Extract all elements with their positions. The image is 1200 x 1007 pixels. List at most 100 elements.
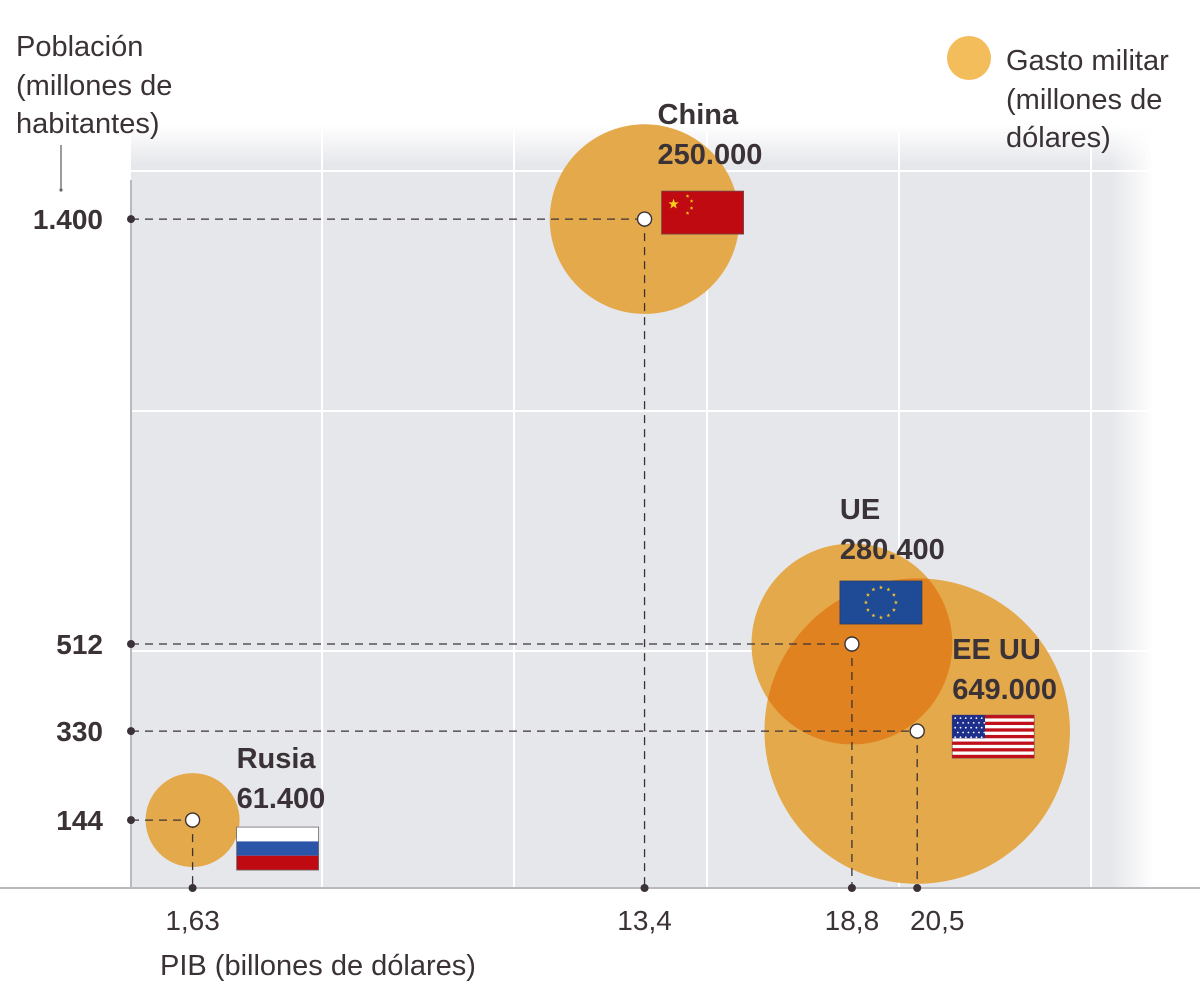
flag-star — [878, 585, 884, 590]
country-labels: China 250.000 UE 280.400 EE UU 649.000 Rusia 61… — [237, 99, 1057, 815]
y-tick-label: 144 — [56, 805, 103, 836]
flag-star — [865, 607, 871, 612]
china-flag-icon — [661, 190, 744, 235]
flag-stripe — [952, 741, 1035, 745]
x-axis-title: PIB (billones de dólares) — [160, 950, 476, 982]
flag-star — [668, 198, 679, 209]
size-legend-line: Gasto militar — [1006, 45, 1169, 77]
flag-star — [983, 721, 986, 724]
flag-stripe — [952, 754, 1035, 759]
flag-star — [956, 721, 959, 724]
flag-star — [954, 717, 957, 719]
y-tick-label: 512 — [56, 629, 103, 660]
flag-star — [891, 607, 896, 612]
flag-star — [980, 717, 983, 719]
flag-stripe — [952, 728, 1035, 732]
x-tick-label: 13,4 — [617, 905, 672, 936]
y-tick-label: 330 — [56, 716, 103, 747]
flag-star — [863, 600, 869, 605]
flag-star — [689, 206, 694, 210]
usa-flag-icon — [951, 714, 1035, 759]
flag-star — [954, 726, 957, 729]
flag-star — [893, 600, 899, 605]
flag-star — [964, 726, 967, 729]
military-spending-label: 250.000 — [658, 139, 763, 171]
flag-field — [661, 190, 744, 235]
country-name-label: Rusia — [237, 743, 317, 775]
y-axis-title-line: (millones de — [16, 70, 172, 102]
flag-star — [980, 726, 983, 729]
y-axis-dot-ee-uu — [127, 727, 135, 736]
flag-star — [956, 731, 959, 734]
military-spending-label: 280.400 — [840, 534, 945, 566]
flag-border — [236, 826, 319, 871]
flag-star — [871, 587, 876, 592]
flag-star — [972, 721, 975, 724]
flag-star — [865, 592, 871, 597]
flag-star — [975, 717, 978, 719]
point-marker-rusia — [184, 812, 201, 828]
point-marker-ee-uu — [909, 723, 925, 739]
flag-stripe-white — [236, 827, 319, 842]
flag-stripe — [952, 715, 1035, 719]
y-axis-dot-rusia — [127, 816, 135, 825]
y-axis-dot-ue — [127, 640, 135, 649]
size-legend-line: dólares) — [1006, 122, 1111, 154]
flag-star — [975, 736, 978, 739]
flag-star — [685, 194, 690, 198]
y-tick-label: 1.400 — [33, 204, 103, 235]
tick-labels: 1.400 13,4 512 18,8 330 20,5 144 1,63 — [33, 204, 965, 936]
flags — [236, 190, 1035, 871]
point-marker-china — [636, 211, 653, 227]
flag-star — [886, 613, 891, 618]
country-name-label: EE UU — [952, 634, 1041, 666]
x-axis-dot-china — [640, 884, 649, 892]
flag-star — [975, 726, 978, 729]
flag-star — [954, 736, 957, 739]
point-marker-ue — [844, 636, 860, 652]
size-legend-line: (millones de — [1006, 84, 1162, 116]
y-axis-title-line: habitantes) — [16, 108, 160, 140]
x-tick-label: 20,5 — [910, 905, 965, 936]
point-markers — [127, 211, 925, 892]
flag-star — [959, 726, 962, 729]
plot-fade-right — [1110, 125, 1155, 888]
flag-star — [685, 211, 690, 215]
flag-star — [970, 726, 972, 729]
flag-star — [972, 731, 975, 734]
flag-star — [964, 736, 967, 739]
x-axis-dot-ee-uu — [913, 884, 922, 892]
x-axis-dot-rusia — [188, 884, 197, 892]
flag-star — [970, 717, 972, 719]
flag-star — [967, 721, 970, 724]
flag-stripe — [952, 748, 1035, 752]
flag-star — [959, 736, 962, 739]
flag-star — [689, 199, 694, 203]
flag-star — [886, 587, 891, 592]
guide-lines — [131, 218, 918, 888]
flag-star — [891, 592, 896, 597]
flag-stripe — [952, 734, 1035, 739]
eu-flag-icon — [839, 580, 923, 625]
flag-star — [967, 731, 970, 734]
flag-star — [871, 613, 876, 618]
flag-star — [959, 717, 962, 719]
y-axis-title: Población (millones de habitantes) — [16, 31, 180, 140]
russia-flag-icon — [236, 826, 319, 871]
flag-star — [970, 736, 972, 739]
x-tick-label: 18,8 — [825, 905, 880, 936]
country-name-label: UE — [840, 494, 880, 526]
y-axis-title-arrow-tip — [59, 188, 63, 192]
flag-star — [983, 731, 986, 734]
flag-star — [878, 615, 884, 620]
military-spending-label: 61.400 — [237, 783, 326, 815]
flag-star — [980, 736, 983, 739]
flag-star — [978, 721, 980, 724]
x-axis-dot-ue — [847, 884, 856, 892]
flag-star — [962, 721, 964, 724]
flag-canton — [952, 715, 985, 739]
y-axis-title-line: Población — [16, 31, 143, 63]
flag-stripe-blue — [236, 841, 319, 856]
military-spending-label: 649.000 — [952, 674, 1057, 706]
